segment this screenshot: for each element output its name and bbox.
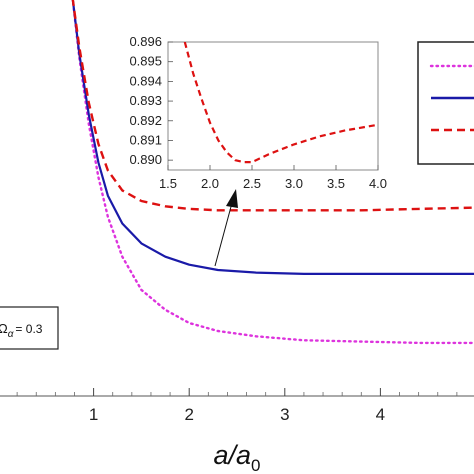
inset-x-tick-label: 1.5 bbox=[159, 176, 177, 191]
legend-frame bbox=[417, 41, 474, 165]
inset-y-tick-label: 0.890 bbox=[129, 152, 162, 167]
inset-y-tick-label: 0.896 bbox=[129, 34, 162, 49]
arrow-head bbox=[226, 189, 238, 208]
main-x-tick-label: 1 bbox=[89, 405, 98, 424]
inset-series-group bbox=[183, 42, 378, 164]
inset-x-tick-label: 2.5 bbox=[243, 176, 261, 191]
annotation-text: Ωα = 0.3 bbox=[0, 321, 43, 340]
main-x-tick-label: 4 bbox=[376, 405, 385, 424]
inset-y-tick-label: 0.892 bbox=[129, 113, 162, 128]
annotation-frame bbox=[0, 306, 59, 350]
inset-frame bbox=[167, 41, 379, 171]
inset-y-tick-label: 0.895 bbox=[129, 54, 162, 69]
inset-plot: 1.5 2.0 2.5 3.0 3.5 4.0 0.890 0.891 0.892 0.893 0.… bbox=[129, 34, 387, 191]
inset-y-tick-label: 0.894 bbox=[129, 73, 162, 88]
main-series-group bbox=[71, 0, 474, 345]
inset-y-tick-label: 0.893 bbox=[129, 93, 162, 108]
annotation-value: = 0.3 bbox=[15, 322, 42, 336]
inset-series-line-dashed bbox=[183, 42, 378, 164]
inset-y-tick-label: 0.891 bbox=[129, 132, 162, 147]
x-axis-label-base: a/a bbox=[213, 440, 251, 470]
main-series-line-dashed bbox=[71, 0, 474, 212]
inset-x-tick-label: 3.0 bbox=[285, 176, 303, 191]
x-axis-label: a/a0 bbox=[213, 440, 260, 474]
main-plot-frame bbox=[0, 395, 474, 397]
inset-pointer-arrow bbox=[214, 189, 238, 267]
main-x-ticks: 1 2 3 4 bbox=[16, 388, 458, 424]
arrow-shaft bbox=[214, 202, 233, 267]
annotation-subscript: α bbox=[8, 329, 14, 340]
inset-x-tick-label: 4.0 bbox=[369, 176, 387, 191]
annotation-symbol: Ω bbox=[0, 321, 8, 336]
x-axis-label-sub: 0 bbox=[251, 456, 260, 474]
main-x-tick-label: 3 bbox=[280, 405, 289, 424]
inset-x-tick-label: 3.5 bbox=[327, 176, 345, 191]
main-x-tick-label: 2 bbox=[184, 405, 193, 424]
legend bbox=[417, 41, 474, 165]
main-series-line-dotted bbox=[71, 0, 474, 345]
annotation-box: Ωα = 0.3 bbox=[0, 306, 59, 350]
main-series-line-solid bbox=[71, 0, 474, 275]
inset-ticks: 1.5 2.0 2.5 3.0 3.5 4.0 0.890 0.891 0.892 0.893 0.… bbox=[129, 34, 387, 191]
inset-x-tick-label: 2.0 bbox=[201, 176, 219, 191]
